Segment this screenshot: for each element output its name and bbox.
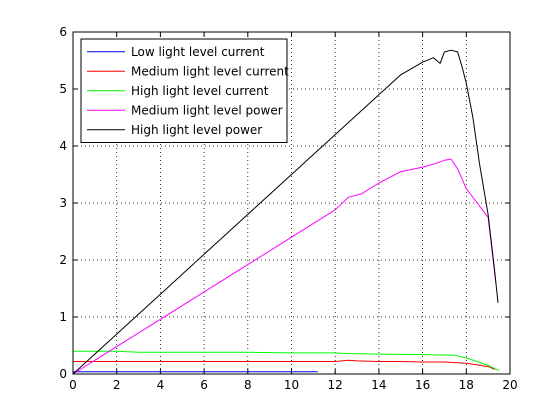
x-tick-label: 4 [157,378,165,392]
x-tick-label: 10 [284,378,299,392]
x-tick-label: 18 [459,378,474,392]
series-line-3 [73,350,500,372]
x-tick-label: 6 [200,378,208,392]
y-tick-label: 4 [59,139,67,153]
y-tick-label: 1 [59,310,67,324]
series-line-5 [72,49,499,375]
y-tick-label: 6 [59,25,67,39]
x-tick-label: 2 [113,378,121,392]
legend-label: Medium light level power [131,103,283,117]
x-tick-label: 8 [244,378,252,392]
legend-label: Low light level current [131,45,265,59]
x-tick-label: 12 [328,378,343,392]
legend: Low light level current Medium light leve… [80,38,289,143]
y-tick-label: 2 [59,253,67,267]
legend-label: Medium light level current [131,64,289,78]
x-tick-label: 14 [371,378,386,392]
legend-label: High light level current [131,84,269,98]
x-tick-label: 20 [502,378,517,392]
x-tick-label: 16 [415,378,430,392]
series-line-2 [73,359,495,370]
y-tick-label: 3 [59,196,67,210]
y-tick-label: 0 [59,367,67,381]
series-line-4 [72,158,497,375]
legend-label: High light level power [131,123,262,137]
x-tick-label: 0 [69,378,77,392]
y-tick-label: 5 [59,82,67,96]
